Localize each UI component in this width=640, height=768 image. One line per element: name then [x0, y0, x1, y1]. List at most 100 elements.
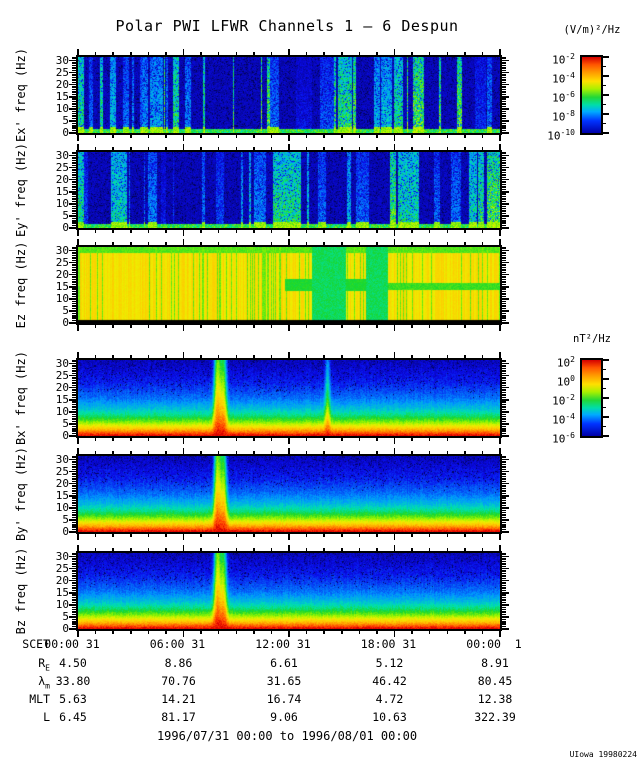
axis-tick [502, 247, 506, 249]
axis-tick [72, 162, 76, 164]
axis-tick [393, 545, 396, 551]
axis-tick [376, 52, 378, 55]
axis-tick [235, 52, 237, 55]
axis-tick [72, 504, 76, 507]
axis-tick [305, 325, 308, 328]
axis-tick [69, 482, 76, 485]
axis-tick [72, 478, 76, 480]
axis-tick [69, 298, 76, 300]
axis-tick [411, 325, 413, 328]
ephemeris-value: 10.63 [372, 710, 407, 724]
axis-tick [481, 631, 484, 634]
axis-tick [603, 56, 609, 58]
axis-tick [69, 604, 76, 606]
axis-tick [603, 84, 606, 87]
axis-tick [217, 631, 220, 634]
axis-tick [502, 276, 506, 278]
axis-tick [499, 325, 501, 331]
axis-tick [341, 631, 343, 634]
axis-tick [72, 456, 76, 458]
axis-tick [72, 524, 76, 526]
axis-tick [72, 396, 76, 399]
y-tick-label: 10 [55, 196, 69, 210]
axis-tick [502, 584, 506, 587]
axis-tick [502, 264, 506, 266]
axis-tick [376, 242, 378, 245]
axis-tick [69, 249, 76, 252]
axis-tick [270, 548, 273, 551]
ephemeris-value: 46.42 [372, 674, 407, 688]
axis-tick [288, 325, 290, 331]
axis-tick [502, 418, 506, 420]
ephemeris-value: 5.63 [59, 692, 87, 706]
axis-tick [502, 103, 506, 105]
axis-tick [72, 502, 76, 504]
axis-tick [502, 254, 506, 257]
axis-tick [69, 322, 76, 324]
axis-tick [94, 438, 97, 441]
axis-tick [502, 613, 506, 616]
axis-tick [72, 188, 76, 191]
ephemeris-value: 9.06 [270, 710, 298, 724]
axis-tick [393, 448, 396, 454]
axis-tick [446, 534, 448, 537]
axis-tick [323, 230, 325, 233]
axis-tick [72, 432, 76, 435]
axis-tick [446, 438, 448, 441]
axis-tick [72, 563, 76, 565]
axis-tick [72, 312, 76, 315]
y-tick-label: 15 [55, 279, 69, 293]
axis-tick [72, 582, 76, 584]
axis-tick [502, 166, 509, 169]
axis-tick [72, 499, 76, 502]
panel-ex: Ex' freq (Hz) 0 5 10 15 20 25 30 [14, 48, 509, 142]
axis-tick [502, 577, 506, 580]
axis-tick [253, 325, 255, 328]
axis-tick [393, 230, 396, 236]
axis-tick [502, 120, 509, 122]
axis-tick [72, 200, 76, 203]
axis-tick [112, 147, 114, 150]
y-tick-label: 15 [55, 392, 69, 406]
y-tick-label: 25 [55, 464, 69, 478]
axis-tick [502, 298, 509, 300]
axis-tick [235, 548, 237, 551]
axis-tick [502, 210, 506, 212]
axis-tick [72, 281, 76, 283]
axis-tick [165, 325, 167, 328]
axis-tick [72, 269, 76, 271]
axis-tick [69, 567, 76, 570]
y-tick-label: 5 [62, 416, 69, 430]
axis-tick [72, 122, 76, 125]
axis-tick [270, 451, 273, 454]
axis-tick [502, 487, 506, 490]
axis-tick [499, 352, 501, 358]
axis-tick [72, 382, 76, 384]
ey-spectrogram [78, 152, 500, 228]
colorbar-tick-label: 10-6 [552, 431, 575, 446]
axis-tick [411, 230, 413, 233]
y-tick-label: 0 [62, 316, 69, 329]
axis-tick [393, 239, 396, 245]
axis-tick [217, 242, 220, 245]
axis-tick [69, 215, 76, 217]
axis-tick [72, 98, 76, 100]
axis-tick [235, 631, 237, 634]
axis-tick [499, 448, 501, 454]
axis-tick [288, 534, 290, 540]
axis-tick [464, 242, 466, 245]
axis-tick [502, 625, 506, 628]
axis-tick [72, 596, 76, 599]
axis-tick [72, 307, 76, 310]
axis-tick [502, 502, 506, 504]
axis-tick [502, 86, 506, 88]
axis-tick [358, 135, 361, 138]
axis-tick [502, 195, 506, 198]
axis-tick [446, 147, 448, 150]
axis-tick [77, 49, 79, 55]
axis-tick [130, 548, 132, 551]
axis-tick [69, 154, 76, 157]
scet-row-label: SCET [22, 637, 50, 651]
axis-tick [147, 548, 150, 551]
